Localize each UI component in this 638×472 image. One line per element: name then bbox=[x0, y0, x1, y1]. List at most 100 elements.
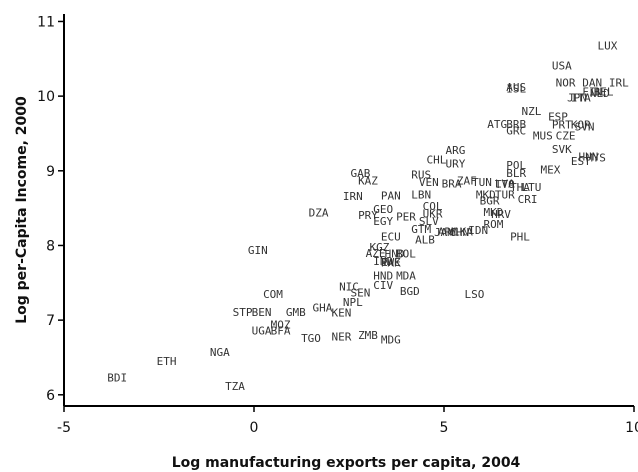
point-label: POL bbox=[506, 159, 526, 172]
point-label: IDN bbox=[468, 224, 488, 237]
point-label: NZL bbox=[521, 105, 541, 118]
point-label: KGZ bbox=[369, 241, 389, 254]
point-label: GHA bbox=[312, 301, 332, 314]
point-label: AZE bbox=[366, 247, 386, 260]
point-label: DZA bbox=[309, 207, 329, 220]
point-label: BEN bbox=[252, 306, 272, 319]
point-label: GEO bbox=[373, 203, 393, 216]
point-label: GIN bbox=[248, 244, 268, 257]
point-label: ALB bbox=[415, 233, 435, 246]
y-tick-label: 11 bbox=[37, 14, 55, 30]
point-label: CRI bbox=[518, 193, 538, 206]
point-label: UKR bbox=[423, 207, 443, 220]
point-label: BGR bbox=[480, 195, 500, 208]
point-label: ATG bbox=[487, 118, 507, 131]
point-label: KOR bbox=[571, 119, 591, 132]
point-label: CIV bbox=[373, 279, 393, 292]
point-label: GRC bbox=[506, 124, 526, 137]
point-label: BLR bbox=[506, 167, 526, 180]
axis-ticks: -5 0 5 10 6 7 8 9 10 11 bbox=[37, 14, 638, 436]
point-label: EGY bbox=[373, 215, 393, 228]
point-label: RUS bbox=[411, 169, 431, 182]
point-label: PAK bbox=[381, 257, 401, 270]
point-label: NPL bbox=[343, 296, 363, 309]
point-label: DAN bbox=[582, 77, 602, 90]
point-label: LVA bbox=[495, 177, 515, 190]
point-label: ISL bbox=[506, 83, 526, 96]
point-label: SEN bbox=[350, 287, 370, 300]
point-label: BFA bbox=[271, 325, 291, 338]
point-label: ITA bbox=[571, 92, 591, 105]
point-label: PRT bbox=[552, 119, 572, 132]
point-label: ROM bbox=[483, 218, 503, 231]
point-label: BOL bbox=[396, 248, 416, 261]
plot-area: -5051067891011 LUXUSANORDANIRLAUSISLFINB… bbox=[37, 14, 638, 436]
point-label: STP bbox=[233, 306, 253, 319]
point-label: TUR bbox=[495, 189, 515, 202]
point-label: ZAF bbox=[457, 175, 477, 188]
point-label: AUS bbox=[506, 81, 526, 94]
point-label: MKD bbox=[483, 206, 503, 219]
point-label: SVN bbox=[575, 121, 595, 134]
point-label: LUX bbox=[597, 39, 617, 52]
point-label: LTU bbox=[521, 181, 541, 194]
point-label: ESP bbox=[548, 110, 568, 123]
x-tick-label: 0 bbox=[250, 420, 259, 436]
point-label: HND bbox=[385, 248, 405, 261]
point-label: GAB bbox=[350, 167, 370, 180]
point-label: VEN bbox=[419, 176, 439, 189]
point-label: NIC bbox=[339, 281, 359, 294]
point-label: MDG bbox=[381, 334, 401, 347]
point-label: ZWE bbox=[381, 256, 401, 269]
point-label: JPN bbox=[567, 92, 587, 105]
x-axis-title: Log manufacturing exports per capita, 20… bbox=[172, 455, 521, 471]
point-label: HRV bbox=[491, 208, 511, 221]
point-label: MDA bbox=[396, 269, 416, 282]
point-label: PER bbox=[396, 210, 416, 223]
point-label: HND bbox=[373, 269, 393, 282]
x-tick-label: 10 bbox=[625, 420, 638, 436]
point-label: BRB bbox=[506, 118, 526, 131]
point-label: MYS bbox=[586, 151, 606, 164]
point-label: SLV bbox=[419, 215, 439, 228]
point-label: NOR bbox=[556, 77, 576, 90]
point-label: COM bbox=[263, 288, 283, 301]
y-axis-title: Log per-Capita Income, 2000 bbox=[14, 96, 30, 324]
point-label: LSO bbox=[464, 288, 484, 301]
point-label: JAM bbox=[434, 226, 454, 239]
point-label: CZE bbox=[556, 130, 576, 143]
point-label: BGD bbox=[400, 285, 420, 298]
point-label: LBN bbox=[411, 189, 431, 202]
point-label: SVK bbox=[552, 143, 572, 156]
point-label: MOZ bbox=[271, 319, 291, 332]
y-tick-label: 6 bbox=[46, 388, 55, 404]
point-label: PAN bbox=[381, 189, 401, 202]
point-label: MKD bbox=[476, 189, 496, 202]
point-label: NGA bbox=[210, 346, 230, 359]
point-label: COL bbox=[423, 200, 443, 213]
y-tick-label: 7 bbox=[46, 313, 55, 329]
point-label: TUN bbox=[472, 176, 492, 189]
x-tick-label: 5 bbox=[440, 420, 449, 436]
point-label: TTO bbox=[495, 178, 515, 191]
point-label: TGO bbox=[301, 332, 321, 345]
point-label: HUN bbox=[578, 151, 598, 164]
y-tick-label: 8 bbox=[46, 238, 55, 254]
point-label: IRN bbox=[343, 190, 363, 203]
point-label: ARM bbox=[438, 225, 458, 238]
point-label: GMB bbox=[286, 306, 306, 319]
point-label: LKA bbox=[453, 225, 473, 238]
point-label: USA bbox=[552, 60, 572, 73]
point-label: CHL bbox=[426, 154, 446, 167]
point-label: IRL bbox=[609, 77, 629, 90]
point-label: CHN bbox=[449, 226, 469, 239]
point-label: FIN bbox=[582, 86, 602, 99]
point-label: ECU bbox=[381, 231, 401, 244]
point-label: BDI bbox=[107, 372, 127, 385]
point-label: URY bbox=[445, 157, 465, 170]
point-label: PHL bbox=[510, 231, 530, 244]
point-label: PRY bbox=[358, 209, 378, 222]
point-label: ZMB bbox=[358, 329, 378, 342]
